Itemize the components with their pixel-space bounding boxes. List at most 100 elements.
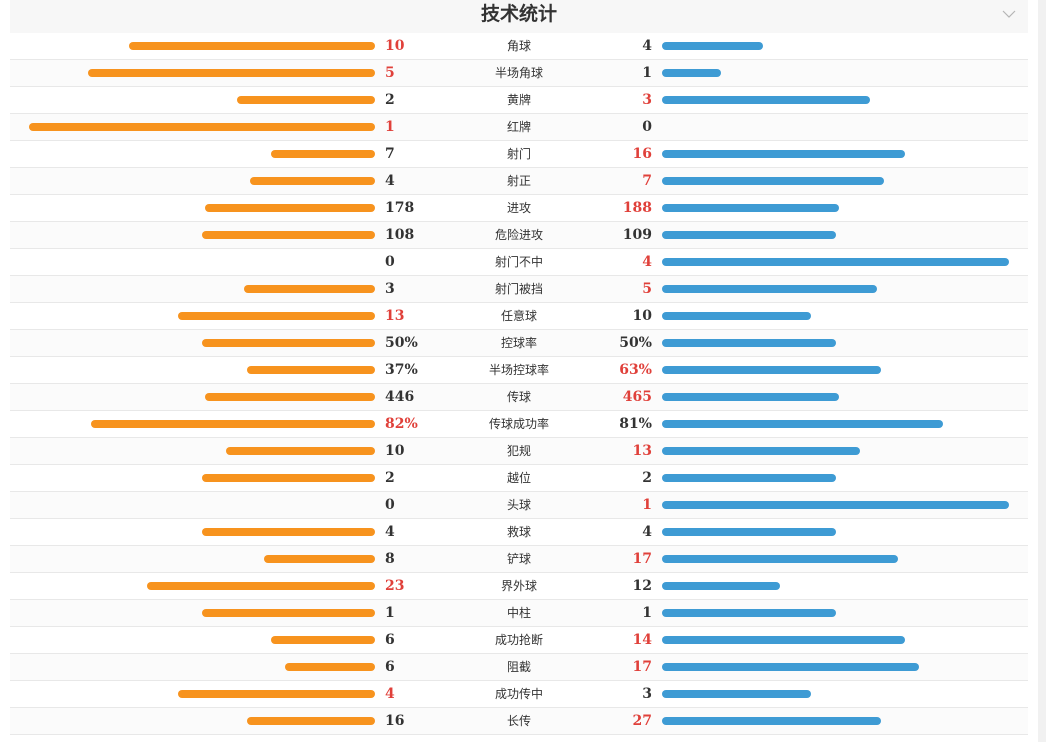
tech-stats-panel: 技术统计 10 角球 4 5 半场角球 1 2 黄牌 3 1 红牌 0 7 射门 16 4 射正 7 178 进攻 18… xyxy=(10,0,1028,742)
stat-label: 控球率 xyxy=(500,336,537,350)
panel-title: 技术统计 xyxy=(480,3,557,25)
home-value: 82% xyxy=(385,416,418,432)
away-bar xyxy=(662,420,943,428)
away-value: 13 xyxy=(632,443,652,459)
stat-row: 178 进攻 188 xyxy=(10,195,1028,222)
home-value: 4 xyxy=(385,686,395,702)
home-value: 108 xyxy=(385,227,415,243)
home-value: 1 xyxy=(385,605,395,621)
home-value: 7 xyxy=(385,146,395,162)
stat-row: 1 中柱 1 xyxy=(10,600,1028,627)
home-value: 6 xyxy=(385,659,395,675)
stat-label: 红牌 xyxy=(506,120,531,134)
away-value: 12 xyxy=(632,578,652,594)
stat-row: 13 任意球 10 xyxy=(10,303,1028,330)
away-bar xyxy=(662,231,836,239)
away-bar xyxy=(662,663,919,671)
stat-row: 37% 半场控球率 63% xyxy=(10,357,1028,384)
home-bar xyxy=(205,393,375,401)
home-bar xyxy=(202,339,375,347)
home-value: 178 xyxy=(385,200,415,216)
stat-label: 半场角球 xyxy=(494,66,543,80)
home-bar xyxy=(178,312,375,320)
home-value: 2 xyxy=(385,92,395,108)
stat-label: 救球 xyxy=(506,525,531,539)
home-bar xyxy=(237,96,375,104)
stat-label: 危险进攻 xyxy=(494,228,543,242)
stat-row: 446 传球 465 xyxy=(10,384,1028,411)
home-value: 2 xyxy=(385,470,395,486)
home-bar xyxy=(244,285,375,293)
home-value: 6 xyxy=(385,632,395,648)
away-value: 27 xyxy=(632,713,652,729)
away-value: 4 xyxy=(642,524,652,540)
away-value: 4 xyxy=(642,38,652,54)
stat-label: 成功抢断 xyxy=(494,633,543,647)
stat-label: 射正 xyxy=(506,174,531,188)
away-value: 14 xyxy=(632,632,652,648)
chevron-down-icon[interactable] xyxy=(1000,6,1018,22)
home-value: 37% xyxy=(385,362,418,378)
stat-row: 5 半场角球 1 xyxy=(10,60,1028,87)
home-value: 10 xyxy=(385,443,405,459)
home-value: 13 xyxy=(385,308,405,324)
home-bar xyxy=(91,420,375,428)
stat-row: 4 射正 7 xyxy=(10,168,1028,195)
stat-label: 头球 xyxy=(506,498,531,512)
stats-list: 10 角球 4 5 半场角球 1 2 黄牌 3 1 红牌 0 7 射门 16 4 射正 7 178 进攻 188 108 危… xyxy=(10,33,1028,735)
away-bar xyxy=(662,258,1009,266)
away-value: 16 xyxy=(632,146,652,162)
away-bar xyxy=(662,204,839,212)
panel-header[interactable]: 技术统计 xyxy=(10,0,1028,34)
away-bar xyxy=(662,501,1009,509)
away-value: 5 xyxy=(642,281,652,297)
away-bar xyxy=(662,366,881,374)
away-bar xyxy=(662,96,870,104)
home-bar xyxy=(202,528,375,536)
away-value: 17 xyxy=(632,659,652,675)
away-bar xyxy=(662,582,780,590)
away-value: 465 xyxy=(622,389,652,405)
stat-label: 越位 xyxy=(506,471,531,485)
stat-label: 阻截 xyxy=(506,660,531,674)
home-bar xyxy=(147,582,375,590)
home-bar xyxy=(29,123,375,131)
stat-row: 2 黄牌 3 xyxy=(10,87,1028,114)
scrollbar[interactable] xyxy=(1038,0,1046,742)
home-bar xyxy=(202,231,375,239)
home-bar xyxy=(205,204,375,212)
stat-label: 角球 xyxy=(506,39,531,53)
away-bar xyxy=(662,447,860,455)
stat-row: 0 射门不中 4 xyxy=(10,249,1028,276)
away-value: 3 xyxy=(642,92,652,108)
stat-label: 界外球 xyxy=(500,579,537,593)
stat-row: 108 危险进攻 109 xyxy=(10,222,1028,249)
home-bar xyxy=(271,150,375,158)
home-bar xyxy=(202,609,375,617)
stat-label: 传球 xyxy=(506,390,531,404)
away-value: 4 xyxy=(642,254,652,270)
stat-label: 成功传中 xyxy=(494,687,543,701)
home-value: 4 xyxy=(385,524,395,540)
home-value: 50% xyxy=(385,335,418,351)
away-bar xyxy=(662,150,905,158)
stat-row: 50% 控球率 50% xyxy=(10,330,1028,357)
away-bar xyxy=(662,474,836,482)
stat-row: 23 界外球 12 xyxy=(10,573,1028,600)
home-bar xyxy=(129,42,375,50)
away-value: 63% xyxy=(619,362,652,378)
away-value: 81% xyxy=(619,416,652,432)
stat-row: 10 角球 4 xyxy=(10,33,1028,60)
home-value: 3 xyxy=(385,281,395,297)
away-value: 3 xyxy=(642,686,652,702)
away-bar xyxy=(662,555,898,563)
home-value: 23 xyxy=(385,578,405,594)
away-value: 2 xyxy=(642,470,652,486)
home-bar xyxy=(250,177,375,185)
away-bar xyxy=(662,339,836,347)
home-bar xyxy=(247,717,375,725)
stat-label: 射门被挡 xyxy=(494,282,543,296)
away-bar xyxy=(662,636,905,644)
away-value: 0 xyxy=(642,119,652,135)
home-value: 0 xyxy=(385,497,395,513)
